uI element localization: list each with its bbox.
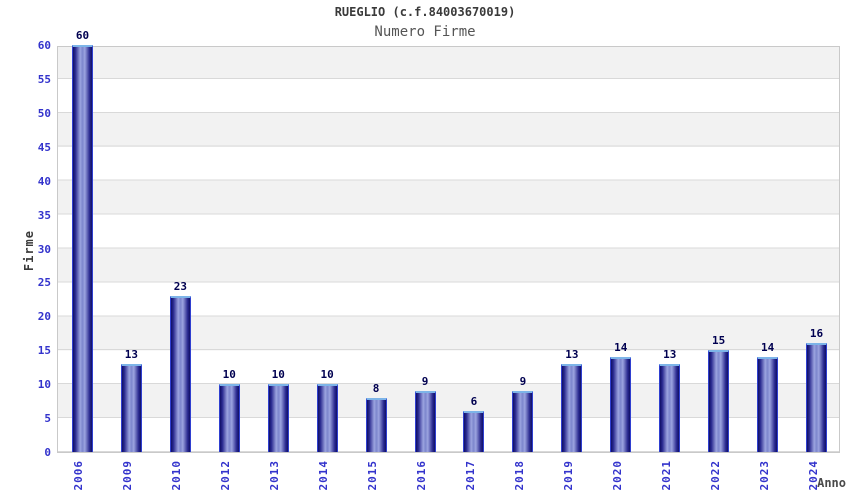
bar xyxy=(218,384,240,452)
bar xyxy=(120,363,142,452)
bar xyxy=(316,384,338,452)
x-tick-label: 2012 xyxy=(219,460,233,491)
bar xyxy=(659,363,681,452)
bar-value-label: 60 xyxy=(75,29,90,42)
bar xyxy=(71,45,93,452)
bar-value-label: 9 xyxy=(421,374,429,388)
bar-value-label: 15 xyxy=(712,334,726,348)
bar-value-label: 14 xyxy=(760,341,775,355)
bar xyxy=(610,357,632,452)
chart-subtitle: Numero Firme xyxy=(374,24,476,40)
y-tick-label: 0 xyxy=(44,446,51,459)
bar xyxy=(463,411,485,452)
bar xyxy=(561,363,583,452)
bar-value-label: 10 xyxy=(271,368,285,382)
x-tick-label: 2016 xyxy=(415,460,429,491)
bar xyxy=(757,357,779,452)
y-tick-label: 40 xyxy=(37,174,51,188)
y-tick-label: 45 xyxy=(37,140,51,154)
y-tick-label: 50 xyxy=(37,106,51,120)
y-tick-label: 5 xyxy=(44,412,51,426)
chart-title: RUEGLIO (c.f.84003670019) xyxy=(334,5,516,19)
x-tick-label: 2014 xyxy=(317,460,331,491)
bar-value-label: 10 xyxy=(222,368,236,382)
y-tick-label: 35 xyxy=(37,208,51,222)
y-tick-label: 20 xyxy=(37,310,51,324)
y-tick-label: 10 xyxy=(37,378,51,392)
bar-value-label: 9 xyxy=(519,374,527,388)
bar-value-label: 10 xyxy=(320,368,334,382)
x-tick-label: 2023 xyxy=(757,460,771,491)
bar-value-label: 6 xyxy=(470,395,478,409)
bar xyxy=(806,343,828,452)
bar-value-label: 8 xyxy=(372,381,380,395)
bar xyxy=(365,397,387,452)
bar-value-label: 13 xyxy=(565,347,579,361)
y-tick-label: 25 xyxy=(37,276,51,290)
bar-value-label: 23 xyxy=(173,279,187,293)
x-tick-label: 2022 xyxy=(708,460,722,491)
x-tick-label: 2006 xyxy=(72,460,86,491)
y-tick-label: 60 xyxy=(37,39,51,52)
x-axis-label: Anno xyxy=(817,476,846,490)
y-tick-label: 55 xyxy=(37,72,51,86)
bar xyxy=(414,390,436,452)
bar-value-label: 14 xyxy=(614,341,628,355)
x-tick-label: 2009 xyxy=(121,460,135,491)
x-tick-label: 2018 xyxy=(512,460,526,491)
bar xyxy=(169,295,191,452)
bar xyxy=(708,350,730,452)
plot-area: 60 13 23 10 10 10 8 9 6 9 13 14 13 15 14 16 xyxy=(57,29,840,453)
x-tick-label: 2021 xyxy=(659,460,673,491)
bar xyxy=(267,384,289,452)
x-tick-label: 2019 xyxy=(561,460,575,491)
bar xyxy=(512,390,534,452)
y-tick-label: 15 xyxy=(37,344,51,358)
bar-value-label: 13 xyxy=(663,347,677,361)
bar-value-label: 16 xyxy=(809,327,824,341)
bar-value-label: 13 xyxy=(124,347,139,361)
x-tick-label: 2020 xyxy=(610,460,624,491)
x-tick-label: 2013 xyxy=(268,460,282,491)
x-tick-label: 2015 xyxy=(366,460,380,491)
y-tick-label: 30 xyxy=(37,242,51,256)
x-tick-label: 2010 xyxy=(170,460,184,491)
x-tick-label: 2017 xyxy=(463,460,477,491)
